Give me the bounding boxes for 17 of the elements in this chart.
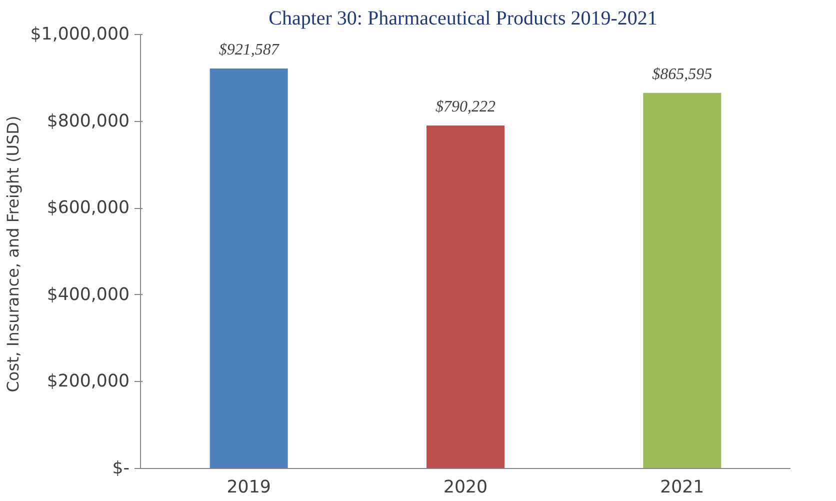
bar <box>210 68 288 468</box>
y-tick-label: $- <box>112 458 130 478</box>
x-tick-label: 2021 <box>660 478 704 498</box>
chart-title: Chapter 30: Pharmaceutical Products 2019-2021 <box>268 8 658 30</box>
x-tick-label: 2020 <box>443 478 488 498</box>
data-label: $921,587 <box>218 42 280 59</box>
y-tick-label: $1,000,000 <box>30 24 130 44</box>
x-tick-label: 2019 <box>226 478 271 498</box>
y-tick-label: $400,000 <box>46 284 130 305</box>
y-tick-label: $800,000 <box>46 111 130 132</box>
y-tick-label: $600,000 <box>46 198 130 218</box>
bar <box>643 92 722 468</box>
bar <box>426 126 504 468</box>
y-tick-label: $200,000 <box>46 372 130 392</box>
data-label: $865,595 <box>652 66 712 83</box>
y-axis-title: Cost, Insurance, and Freight (USD) <box>3 116 22 392</box>
data-label: $790,222 <box>436 98 496 116</box>
